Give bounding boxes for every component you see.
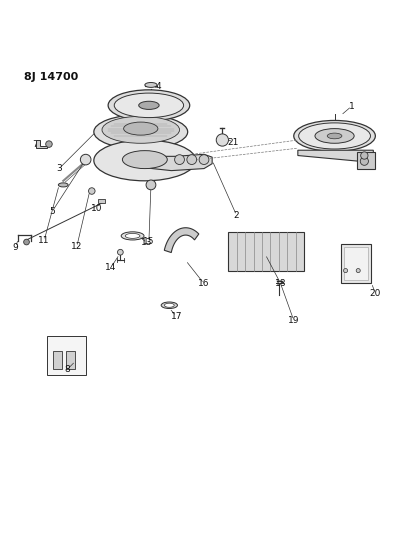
Polygon shape — [36, 140, 47, 148]
Circle shape — [199, 155, 209, 165]
Ellipse shape — [161, 302, 177, 309]
Ellipse shape — [299, 123, 370, 149]
Text: 11: 11 — [38, 236, 50, 245]
Bar — [66, 351, 75, 369]
Polygon shape — [164, 228, 199, 253]
Ellipse shape — [294, 120, 375, 151]
Bar — [344, 247, 368, 280]
Bar — [228, 232, 304, 271]
Circle shape — [216, 134, 228, 146]
Bar — [47, 336, 86, 375]
Text: 17: 17 — [171, 312, 182, 321]
Text: 7: 7 — [32, 140, 38, 149]
Circle shape — [361, 152, 368, 159]
Text: 15: 15 — [143, 237, 155, 246]
Ellipse shape — [102, 116, 180, 143]
Ellipse shape — [125, 233, 140, 238]
Text: 5: 5 — [49, 207, 55, 216]
Ellipse shape — [327, 133, 342, 139]
Text: 2: 2 — [234, 211, 239, 220]
Circle shape — [46, 141, 52, 147]
Circle shape — [356, 269, 360, 272]
Text: 9: 9 — [13, 243, 18, 252]
Text: 1: 1 — [349, 102, 355, 111]
Polygon shape — [145, 154, 212, 171]
Ellipse shape — [124, 122, 158, 135]
Bar — [357, 152, 375, 168]
Text: 16: 16 — [198, 279, 210, 288]
Text: 4: 4 — [155, 82, 161, 91]
Text: 14: 14 — [105, 263, 117, 272]
Circle shape — [344, 269, 348, 272]
Text: 19: 19 — [288, 316, 299, 325]
Ellipse shape — [164, 303, 174, 308]
Text: 21: 21 — [228, 138, 239, 147]
Text: 10: 10 — [91, 204, 103, 213]
Circle shape — [118, 249, 123, 255]
Circle shape — [89, 188, 95, 195]
Text: 12: 12 — [71, 243, 82, 252]
Circle shape — [24, 239, 29, 245]
Bar — [341, 244, 371, 283]
Text: 18: 18 — [275, 279, 286, 288]
Ellipse shape — [58, 183, 68, 187]
Circle shape — [80, 154, 91, 165]
Ellipse shape — [94, 140, 196, 181]
Text: 20: 20 — [370, 288, 381, 297]
Bar — [98, 199, 105, 203]
Circle shape — [360, 157, 368, 165]
Ellipse shape — [315, 128, 354, 143]
Circle shape — [175, 155, 184, 165]
Text: 8: 8 — [64, 365, 70, 374]
Text: 3: 3 — [56, 164, 62, 173]
Polygon shape — [298, 150, 373, 163]
Text: 8J 14700: 8J 14700 — [24, 72, 79, 82]
Ellipse shape — [94, 115, 188, 149]
Ellipse shape — [114, 93, 184, 118]
Circle shape — [146, 180, 156, 190]
Ellipse shape — [121, 232, 144, 240]
Circle shape — [187, 155, 197, 165]
Ellipse shape — [108, 90, 190, 121]
Ellipse shape — [145, 83, 157, 87]
Ellipse shape — [122, 151, 167, 168]
Text: 13: 13 — [141, 238, 153, 247]
Ellipse shape — [139, 101, 159, 109]
Bar — [53, 351, 62, 369]
